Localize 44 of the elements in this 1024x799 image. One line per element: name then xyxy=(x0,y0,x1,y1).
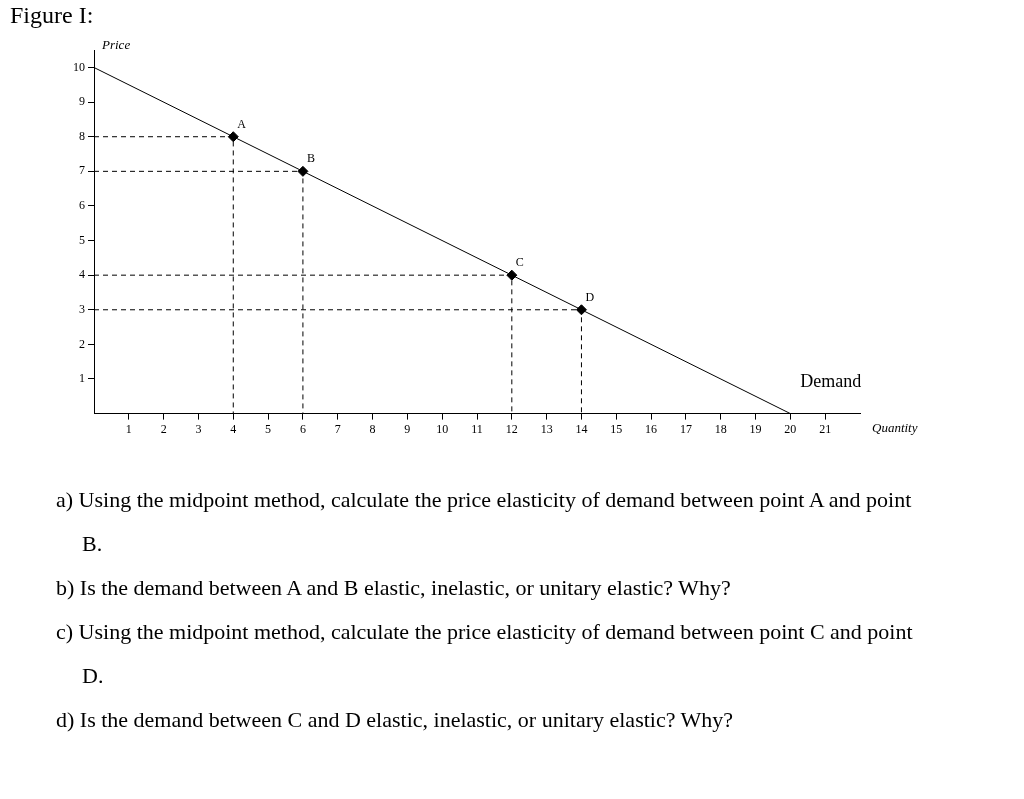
x-tick-label: 11 xyxy=(471,421,483,436)
x-tick-label: 17 xyxy=(679,421,692,436)
text: c) Using the midpoint method, calculate the price elasticity of demand between point C and point D. xyxy=(56,618,914,690)
annotation: D xyxy=(585,289,595,304)
x-tick-label: 20 xyxy=(784,421,797,436)
x-tick-label: 5 xyxy=(265,421,272,436)
x-tick-label: 7 xyxy=(334,421,341,436)
x-tick-label: 12 xyxy=(505,421,518,436)
x-tick-label: 14 xyxy=(575,421,588,436)
x-tick-label: 4 xyxy=(230,421,237,436)
point xyxy=(575,304,587,316)
y-tick-label: 4 xyxy=(79,267,85,282)
annotation: A xyxy=(237,116,247,131)
y-tick-label: 7 xyxy=(79,163,85,178)
text: b) Is the demand between A and B elastic, inelastic, or unitary elastic? Why? xyxy=(56,574,732,602)
y-tick-label: 8 xyxy=(79,128,85,143)
x-tick-label: 21 xyxy=(819,421,832,436)
x-tick-label: 16 xyxy=(645,421,658,436)
y-tick-label: 1 xyxy=(79,371,85,386)
annotation: C xyxy=(515,255,524,270)
text: a) Using the midpoint method, calculate the price elasticity of demand between point A and point B. xyxy=(56,486,913,558)
text: d) Is the demand between C and D elastic, inelastic, or unitary elastic? Why? xyxy=(56,706,735,734)
x-tick-label: 3 xyxy=(195,421,202,436)
series-label: Demand xyxy=(800,371,862,392)
x-tick-label: 10 xyxy=(436,421,449,436)
x-tick-label: 8 xyxy=(369,421,376,436)
x-tick-label: 19 xyxy=(749,421,762,436)
x-tick-label: 18 xyxy=(714,421,727,436)
y-tick-label: 6 xyxy=(79,198,85,213)
y-tick-label: 5 xyxy=(79,232,85,247)
y-tick-label: 2 xyxy=(79,336,85,351)
y-tick-label: 10 xyxy=(73,59,85,74)
y-axis-title: Price xyxy=(101,37,131,53)
x-axis-title: Quantity xyxy=(872,419,918,435)
x-tick-label: 6 xyxy=(299,421,306,436)
y-tick-label: 9 xyxy=(79,94,85,109)
annotation: B xyxy=(306,151,315,166)
y-tick-label: 3 xyxy=(79,301,85,316)
x-tick-label: 1 xyxy=(125,421,132,436)
x-tick-label: 15 xyxy=(610,421,623,436)
chart-title: Figure I: xyxy=(10,2,94,29)
x-tick-label: 9 xyxy=(404,421,411,436)
x-tick-label: 2 xyxy=(160,421,167,436)
x-tick-label: 13 xyxy=(540,421,553,436)
